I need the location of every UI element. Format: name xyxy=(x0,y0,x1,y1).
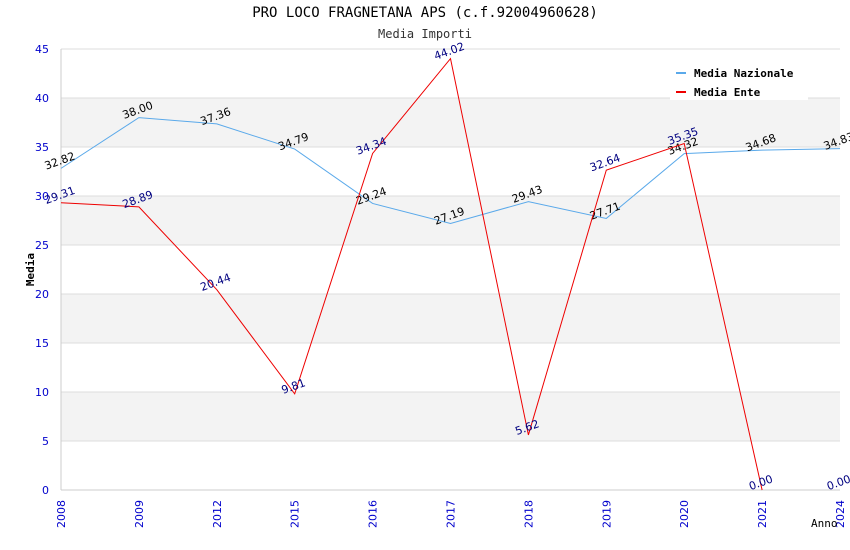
y-axis-title: Media xyxy=(24,253,37,286)
y-tick-label: 20 xyxy=(35,288,49,301)
data-label: 20.44 xyxy=(199,271,233,294)
x-tick-label: 2017 xyxy=(445,500,458,528)
grid-band xyxy=(61,196,840,245)
x-tick-label: 2018 xyxy=(522,500,535,528)
legend-label: Media Nazionale xyxy=(694,67,794,80)
x-tick-label: 2021 xyxy=(756,500,769,528)
data-label: 32.64 xyxy=(588,151,622,174)
series-line-media-ente xyxy=(60,57,763,491)
y-tick-label: 0 xyxy=(42,484,49,497)
x-tick-label: 2012 xyxy=(211,500,224,528)
grid-band xyxy=(61,392,840,441)
x-tick-label: 2015 xyxy=(289,500,302,528)
y-tick-label: 10 xyxy=(35,386,49,399)
x-tick-label: 2019 xyxy=(600,500,613,528)
x-tick-label: 2008 xyxy=(55,500,68,528)
y-tick-label: 45 xyxy=(35,43,49,56)
x-tick-label: 2016 xyxy=(367,500,380,528)
y-tick-label: 40 xyxy=(35,92,49,105)
data-label: 0.00 xyxy=(825,472,850,493)
x-axis-title: Anno xyxy=(811,517,838,530)
grid-band xyxy=(61,98,840,147)
legend-box xyxy=(670,62,808,100)
y-tick-label: 35 xyxy=(35,141,49,154)
y-tick-label: 15 xyxy=(35,337,49,350)
y-tick-label: 30 xyxy=(35,190,49,203)
y-tick-label: 25 xyxy=(35,239,49,252)
chart-subtitle: Media Importi xyxy=(378,27,472,41)
x-tick-label: 2024 xyxy=(834,500,847,528)
x-tick-label: 2020 xyxy=(678,500,691,528)
x-tick-label: 2009 xyxy=(133,500,146,528)
chart-title: PRO LOCO FRAGNETANA APS (c.f.92004960628… xyxy=(252,5,598,21)
legend-label: Media Ente xyxy=(694,86,761,99)
grid-band xyxy=(61,294,840,343)
series-line-media-nazionale xyxy=(60,117,841,225)
y-tick-label: 5 xyxy=(42,435,49,448)
